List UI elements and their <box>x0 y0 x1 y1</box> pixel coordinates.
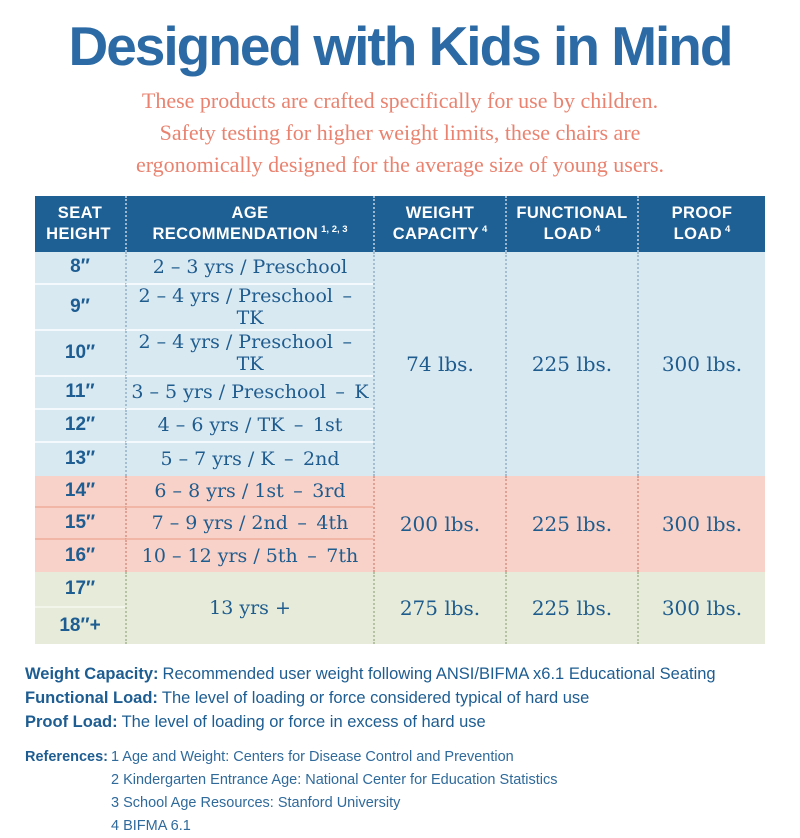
table-row: 10″ 2 – 4 yrs / Preschool – TK <box>35 330 765 377</box>
definition-text: The level of loading or force in excess … <box>121 712 486 731</box>
reference-item: 4 BIFMA 6.1 <box>111 817 191 834</box>
header-superscript: 4 <box>482 224 488 236</box>
table-group-green: 17″ 13 yrs + 275 lbs. 225 lbs. 300 lbs. … <box>35 571 765 644</box>
table-row: 16″ 10 – 12 yrs / 5th – 7th <box>35 539 765 572</box>
header-label: RECOMMENDATION <box>152 224 319 243</box>
functional-load-cell: 225 lbs. <box>505 475 637 572</box>
table-group-blue: 8″ 2 – 3 yrs / Preschool 74 lbs. 225 lbs… <box>35 251 765 476</box>
table-row: 18″+ <box>35 607 765 644</box>
definition-row: Weight Capacity: Recommended user weight … <box>25 662 776 686</box>
seat-cell: 13″ <box>35 442 125 476</box>
seat-cell: 12″ <box>35 409 125 443</box>
definitions: Weight Capacity: Recommended user weight … <box>25 662 776 734</box>
header-cell-functional-load: FUNCTIONAL LOAD 4 <box>505 195 637 252</box>
age-cell: 13 yrs + <box>125 571 373 644</box>
header-superscript: 4 <box>595 224 601 236</box>
table-row: 12″ 4 – 6 yrs / TK – 1st <box>35 409 765 443</box>
kids-seating-table: SEAT HEIGHT AGE RECOMMENDATION 1, 2, 3 WE… <box>35 195 765 644</box>
header-label: PROOF <box>671 203 733 222</box>
table-row: 15″ 7 – 9 yrs / 2nd – 4th <box>35 507 765 540</box>
definition-row: Functional Load: The level of loading or … <box>25 686 776 710</box>
seat-cell: 15″ <box>35 507 125 540</box>
age-cell: 10 – 12 yrs / 5th – 7th <box>125 539 373 572</box>
functional-load-cell: 225 lbs. <box>505 571 637 644</box>
age-cell: 5 – 7 yrs / K – 2nd <box>125 442 373 476</box>
age-cell: 2 – 3 yrs / Preschool <box>125 251 373 285</box>
seat-cell: 8″ <box>35 251 125 285</box>
references-label: References: <box>25 748 109 765</box>
seat-cell: 14″ <box>35 475 125 508</box>
proof-load-cell: 300 lbs. <box>637 571 765 644</box>
age-cell: 2 – 4 yrs / Preschool – TK <box>125 330 373 377</box>
header-label: LOAD <box>673 224 723 243</box>
header-label: LOAD <box>543 224 593 243</box>
seat-cell: 10″ <box>35 330 125 377</box>
subtitle-line: ergonomically designed for the average s… <box>135 152 665 178</box>
reference-item: 2 Kindergarten Entrance Age: National Ce… <box>111 771 558 788</box>
table-row: 17″ 13 yrs + 275 lbs. 225 lbs. 300 lbs. <box>35 571 765 644</box>
seat-cell: 17″ <box>35 571 125 608</box>
age-cell: 3 – 5 yrs / Preschool – K <box>125 376 373 410</box>
definition-term: Weight Capacity: <box>25 664 159 683</box>
header-superscript: 4 <box>725 224 731 236</box>
table-row: 8″ 2 – 3 yrs / Preschool 74 lbs. 225 lbs… <box>35 251 765 476</box>
subtitle-line: Safety testing for higher weight limits,… <box>159 119 641 145</box>
weight-capacity-cell: 200 lbs. <box>373 475 505 572</box>
weight-capacity-cell: 74 lbs. <box>373 251 505 476</box>
header-cell-seat-height: SEAT HEIGHT <box>35 195 125 252</box>
definition-term: Functional Load: <box>25 688 158 707</box>
seat-cell: 11″ <box>35 376 125 410</box>
header-label: CAPACITY <box>392 224 479 243</box>
header-label: AGE <box>231 203 269 222</box>
header-cell-age-recommendation: AGE RECOMMENDATION 1, 2, 3 <box>125 195 373 252</box>
weight-capacity-cell: 275 lbs. <box>373 571 505 644</box>
reference-item: 1 Age and Weight: Centers for Disease Co… <box>111 748 514 765</box>
age-cell: 4 – 6 yrs / TK – 1st <box>125 409 373 443</box>
definition-term: Proof Load: <box>25 712 118 731</box>
table-row: 13″ 5 – 7 yrs / K – 2nd <box>35 442 765 476</box>
proof-load-cell: 300 lbs. <box>637 251 765 476</box>
definition-row: Proof Load: The level of loading or force… <box>25 710 776 734</box>
header-cell-weight-capacity: WEIGHT CAPACITY 4 <box>373 195 505 252</box>
age-cell: 7 – 9 yrs / 2nd – 4th <box>125 507 373 540</box>
seat-cell: 18″+ <box>35 607 125 644</box>
definition-text: The level of loading or force considered… <box>161 688 590 707</box>
table-header: SEAT HEIGHT AGE RECOMMENDATION 1, 2, 3 WE… <box>35 195 765 252</box>
seat-cell: 16″ <box>35 539 125 572</box>
table-row: 11″ 3 – 5 yrs / Preschool – K <box>35 376 765 410</box>
definition-text: Recommended user weight following ANSI/B… <box>162 664 716 683</box>
references: References: 1 Age and Weight: Centers fo… <box>25 746 776 838</box>
header-label: FUNCTIONAL <box>516 203 628 222</box>
header-cell-proof-load: PROOF LOAD 4 <box>637 195 765 252</box>
header-label: WEIGHT <box>405 203 475 222</box>
table-header-row: SEAT HEIGHT AGE RECOMMENDATION 1, 2, 3 WE… <box>35 195 765 252</box>
reference-item: 3 School Age Resources: Stanford Univers… <box>111 794 401 811</box>
proof-load-cell: 300 lbs. <box>637 475 765 572</box>
seat-cell: 9″ <box>35 284 125 331</box>
header-label: SEAT <box>57 203 103 222</box>
functional-load-cell: 225 lbs. <box>505 251 637 476</box>
header-superscript: 1, 2, 3 <box>321 224 348 236</box>
age-cell: 6 – 8 yrs / 1st – 3rd <box>125 475 373 508</box>
table-group-salmon: 14″ 6 – 8 yrs / 1st – 3rd 200 lbs. 225 l… <box>35 475 765 572</box>
table-row: 14″ 6 – 8 yrs / 1st – 3rd 200 lbs. 225 l… <box>35 475 765 572</box>
page-title: Designed with Kids in Mind <box>68 15 734 77</box>
subtitle-line: These products are crafted specifically … <box>141 87 659 113</box>
age-cell: 2 – 4 yrs / Preschool – TK <box>125 284 373 331</box>
subtitle: These products are crafted specifically … <box>0 85 800 182</box>
references-list: 1 Age and Weight: Centers for Disease Co… <box>111 746 776 838</box>
header-label: HEIGHT <box>46 224 111 243</box>
table-row: 9″ 2 – 4 yrs / Preschool – TK <box>35 284 765 331</box>
